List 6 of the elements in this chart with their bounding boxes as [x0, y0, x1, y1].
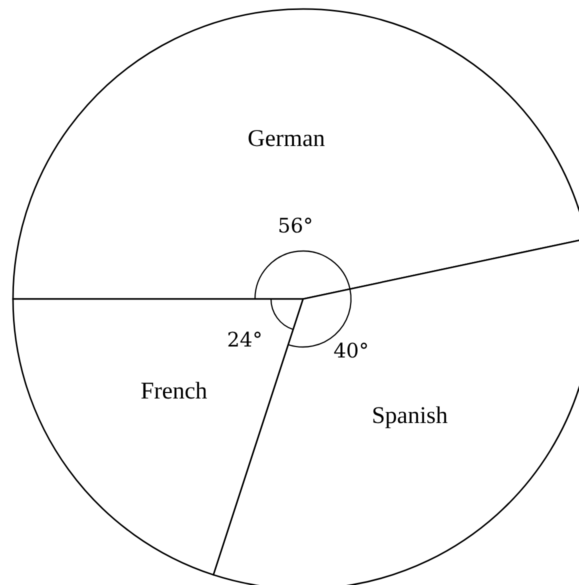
- slice-label: Spanish: [372, 403, 448, 430]
- slice-label: French: [140, 378, 208, 404]
- data-label: 24°: [227, 328, 262, 352]
- data-label: 40°: [333, 338, 369, 363]
- data-label: 56°: [278, 214, 314, 238]
- slice-label: German: [248, 126, 325, 152]
